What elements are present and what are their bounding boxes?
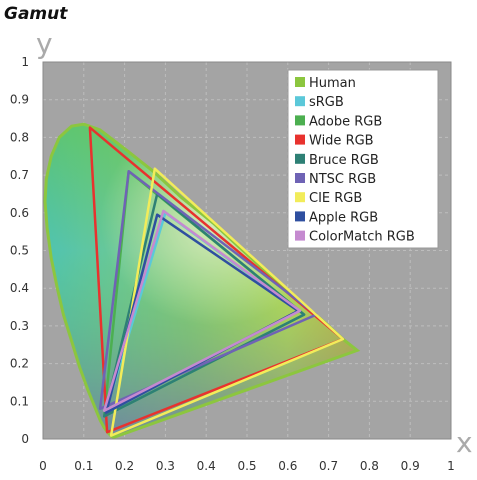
y-tick-label: 0 bbox=[21, 432, 29, 446]
legend-swatch bbox=[295, 115, 305, 126]
legend-swatch bbox=[295, 96, 305, 107]
legend-swatch bbox=[295, 211, 305, 222]
legend-label: CIE RGB bbox=[309, 191, 362, 206]
legend-label: Wide RGB bbox=[309, 134, 374, 149]
legend-swatch bbox=[295, 173, 305, 183]
x-tick-label: 0.3 bbox=[156, 459, 175, 473]
legend-swatch bbox=[295, 134, 305, 145]
y-tick-label: 0.1 bbox=[10, 394, 29, 408]
y-tick-label: 0.6 bbox=[10, 206, 29, 220]
y-tick-label: 0.9 bbox=[10, 93, 29, 107]
legend-swatch bbox=[295, 230, 305, 241]
x-tick-label: 1 bbox=[447, 459, 455, 473]
legend-label: Human bbox=[309, 76, 356, 91]
y-tick-label: 0.2 bbox=[10, 357, 29, 371]
series-wide-rgb bbox=[88, 126, 345, 434]
x-tick-label: 0.7 bbox=[319, 459, 338, 473]
x-tick-label: 0.5 bbox=[237, 459, 256, 473]
legend-swatch bbox=[295, 192, 305, 203]
x-axis-label: x bbox=[456, 426, 473, 459]
legend-label: Adobe RGB bbox=[309, 114, 382, 129]
legend-label: Bruce RGB bbox=[309, 153, 379, 168]
human-locus-outline bbox=[43, 122, 361, 439]
legend-swatch bbox=[295, 77, 305, 87]
series-ntsc-rgb bbox=[98, 170, 318, 411]
legend-box bbox=[287, 69, 439, 249]
x-tick-label: 0.2 bbox=[115, 459, 134, 473]
y-tick-label: 0.8 bbox=[10, 130, 29, 144]
y-axis-label: y bbox=[36, 27, 53, 60]
y-tick-label: 0.4 bbox=[10, 281, 29, 295]
y-tick-label: 0.3 bbox=[10, 319, 29, 333]
legend: Human sRGB Adobe RGB Wide RGB Bruce RGB NTSC … bbox=[287, 69, 439, 249]
chart-title: Gamut bbox=[4, 4, 68, 24]
y-tick-label: 1 bbox=[21, 55, 29, 69]
legend-swatch bbox=[295, 153, 305, 164]
series-bruce-rgb bbox=[102, 192, 306, 418]
series-colormatch-rgb bbox=[102, 209, 302, 412]
legend-label: Apple RGB bbox=[309, 210, 378, 225]
series-cie-rgb bbox=[109, 167, 345, 437]
legend-label: NTSC RGB bbox=[309, 172, 376, 187]
x-tick-label: 0.8 bbox=[360, 459, 379, 473]
x-tick-label: 0.9 bbox=[401, 459, 420, 473]
legend-label: ColorMatch RGB bbox=[309, 230, 415, 245]
y-tick-label: 0.7 bbox=[10, 168, 29, 182]
x-tick-label: 0.4 bbox=[197, 459, 216, 473]
legend-label: sRGB bbox=[309, 95, 344, 110]
x-tick-label: 0 bbox=[39, 459, 47, 473]
x-tick-label: 0.6 bbox=[278, 459, 297, 473]
plot-frame bbox=[42, 61, 452, 440]
y-tick-label: 0.5 bbox=[10, 244, 29, 258]
x-tick-label: 0.1 bbox=[74, 459, 93, 473]
